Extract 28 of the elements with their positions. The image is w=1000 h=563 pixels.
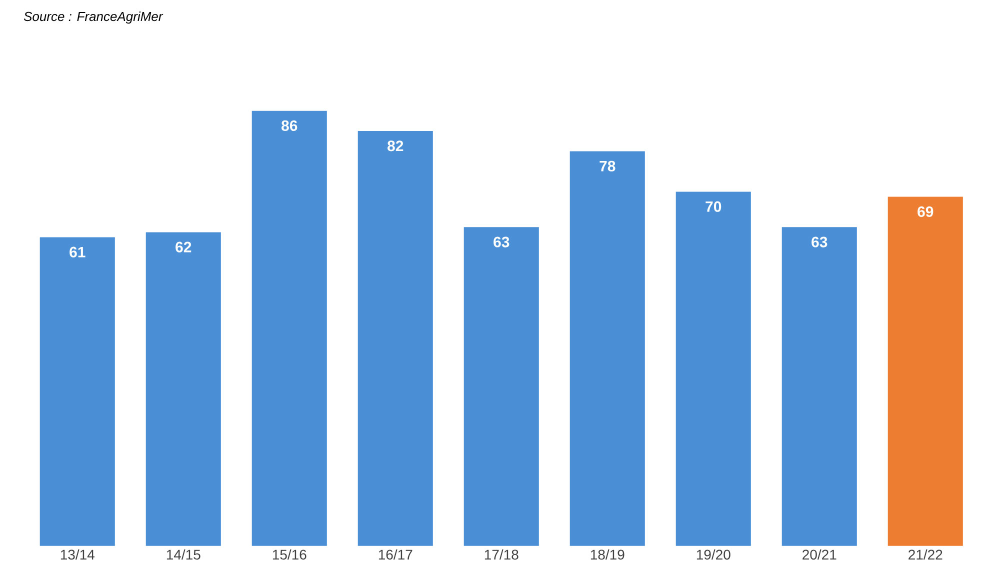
data-label: 62 (176, 242, 192, 252)
bar (146, 232, 221, 546)
x-tick-label: 21/22 (908, 549, 942, 560)
data-label: 86 (282, 120, 298, 131)
x-tick-label: 14/15 (166, 549, 200, 560)
bar (782, 227, 857, 546)
bar (888, 196, 963, 546)
source-note: Source : FranceAgriMer (24, 12, 164, 24)
data-label: 69 (918, 206, 934, 217)
data-label: 63 (812, 236, 828, 248)
x-tick-label: 16/17 (378, 549, 412, 560)
bar (252, 110, 327, 546)
bar (464, 227, 539, 546)
bar (570, 151, 645, 546)
x-tick-label: 19/20 (696, 549, 730, 560)
x-tick-label: 18/19 (590, 549, 624, 560)
bar (40, 237, 115, 546)
x-tick-label: 13/14 (60, 549, 94, 560)
x-tick-label: 17/18 (484, 549, 518, 560)
x-tick-label: 15/16 (272, 549, 306, 560)
data-label: 63 (494, 236, 510, 248)
bar (358, 131, 433, 546)
x-tick-label: 20/21 (802, 549, 836, 560)
data-label: 61 (70, 246, 86, 258)
data-label: 70 (706, 201, 722, 212)
data-label: 78 (600, 160, 616, 172)
bar (676, 192, 751, 546)
data-label: 82 (388, 140, 404, 152)
